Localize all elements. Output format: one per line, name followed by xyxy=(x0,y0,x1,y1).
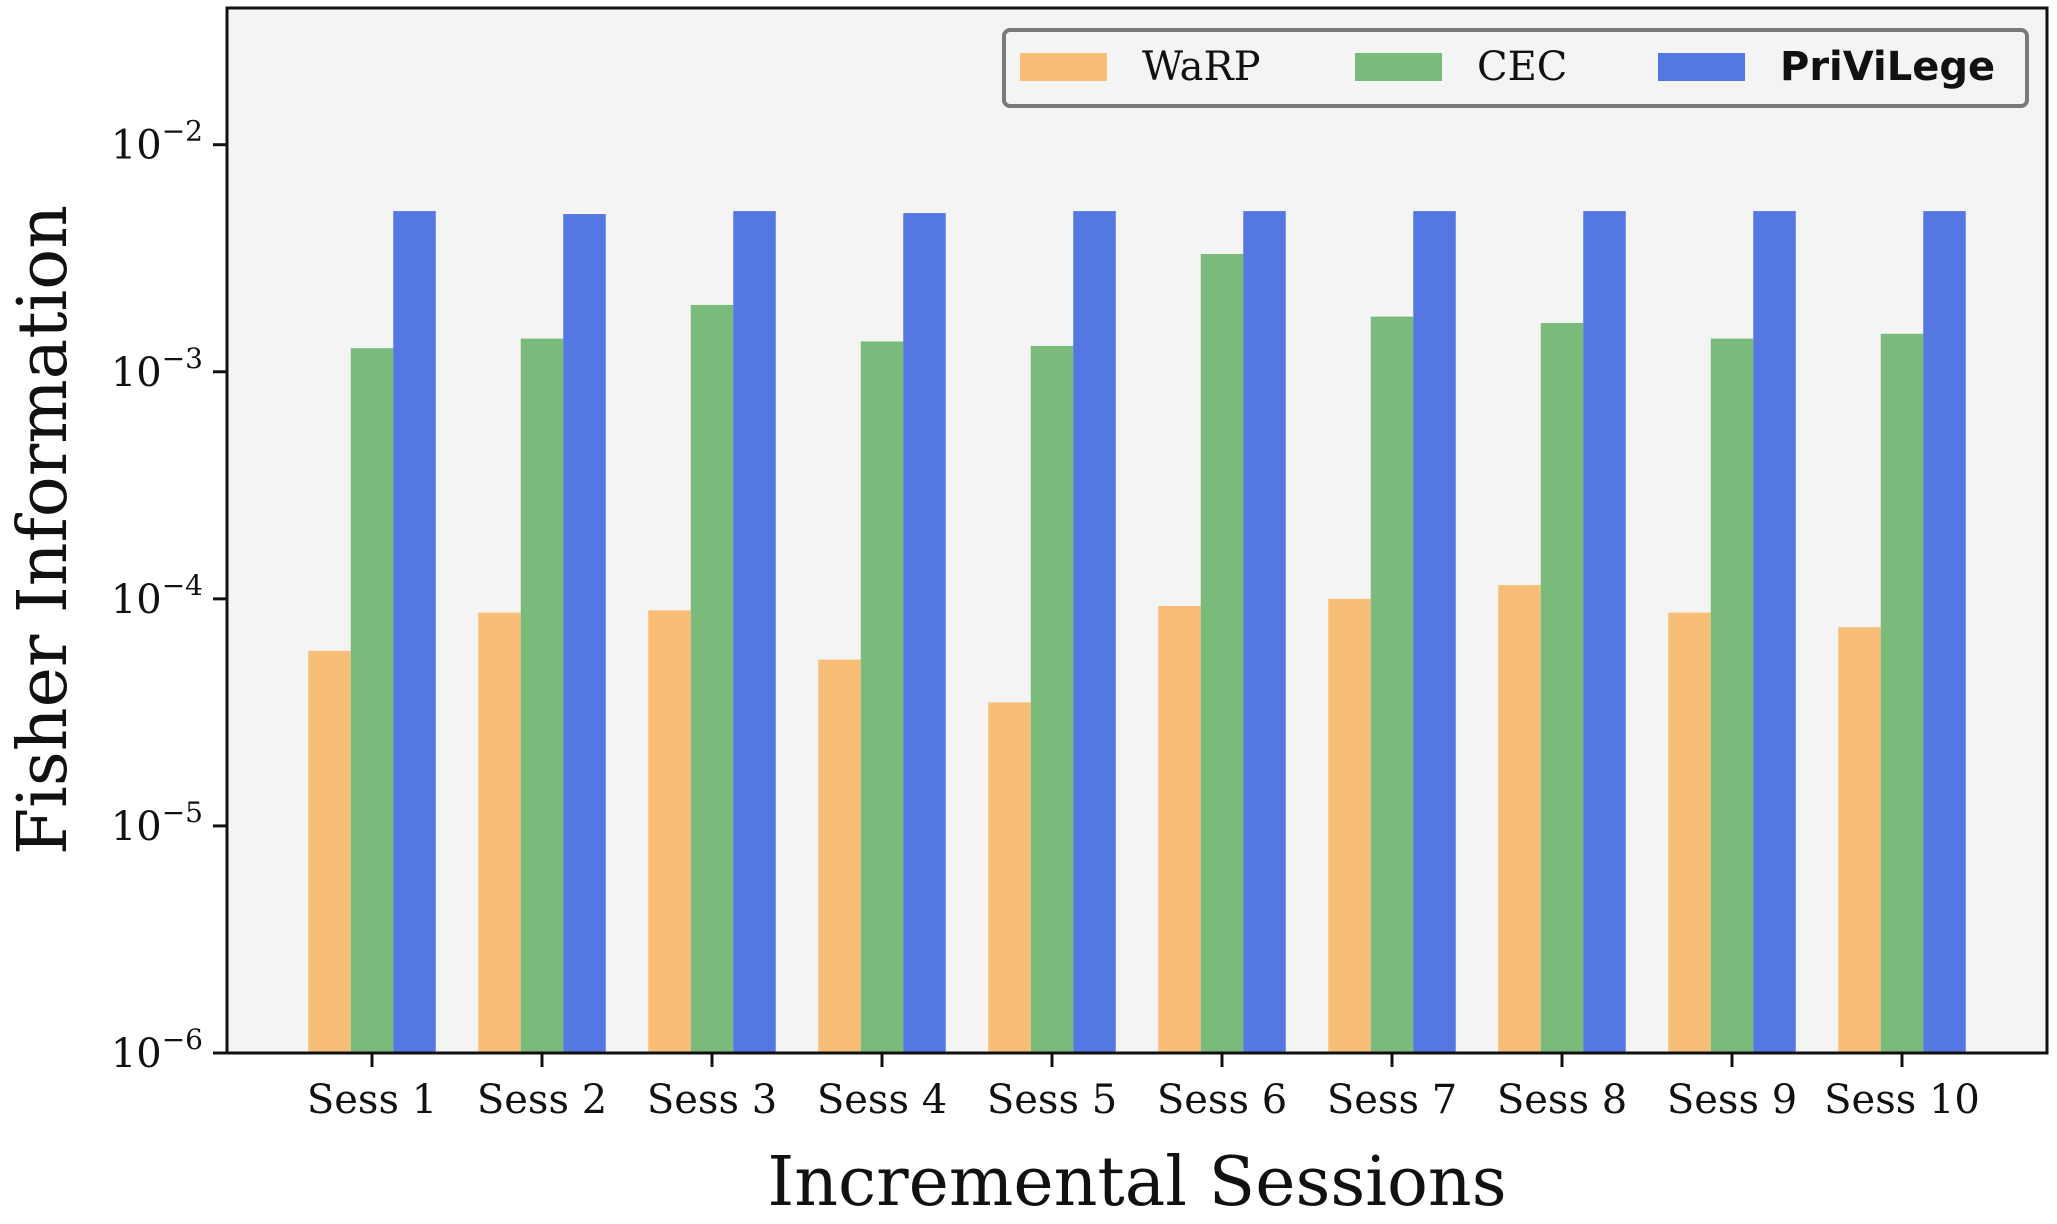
bar-privilege-1 xyxy=(393,211,436,1054)
bar-warp-6 xyxy=(1158,606,1201,1053)
legend-swatch-privilege xyxy=(1658,53,1745,81)
bar-privilege-9 xyxy=(1753,211,1796,1054)
y-axis: 10−6 10−5 10−4 10−3 10−2 xyxy=(111,115,227,1077)
legend-swatch-cec xyxy=(1355,53,1442,81)
bar-warp-7 xyxy=(1328,598,1371,1053)
bar-cec-6 xyxy=(1200,254,1244,1054)
bar-warp-10 xyxy=(1838,627,1881,1053)
legend-label-warp: WaRP xyxy=(1142,44,1261,90)
bar-privilege-5 xyxy=(1073,211,1116,1054)
bars xyxy=(308,211,1966,1054)
bar-privilege-7 xyxy=(1413,211,1456,1054)
bar-privilege-8 xyxy=(1583,211,1626,1054)
bar-warp-3 xyxy=(648,610,691,1053)
bar-warp-1 xyxy=(308,650,351,1053)
legend-swatch-warp xyxy=(1020,53,1107,81)
bar-cec-5 xyxy=(1030,345,1074,1053)
legend-box xyxy=(1002,28,2029,108)
bar-cec-10 xyxy=(1880,333,1924,1053)
x-tick-label: Sess 4 xyxy=(817,1077,947,1123)
x-tick-label: Sess 8 xyxy=(1497,1077,1627,1123)
x-tick-label: Sess 5 xyxy=(987,1077,1117,1123)
bar-warp-2 xyxy=(478,612,521,1053)
bar-privilege-3 xyxy=(733,211,776,1054)
bar-privilege-2 xyxy=(563,214,606,1053)
bar-privilege-4 xyxy=(903,213,946,1053)
x-axis: Sess 1 Sess 2 Sess 3 Sess 4 Sess 5 Sess 6 Sess… xyxy=(307,1053,1980,1123)
bar-warp-4 xyxy=(818,659,861,1053)
y-tick-label: 10−2 xyxy=(111,115,203,169)
x-axis-title: Incremental Sessions xyxy=(767,1143,1506,1222)
legend-label-privilege: PriViLege xyxy=(1780,44,1995,90)
x-tick-label: Sess 2 xyxy=(477,1077,607,1123)
bar-cec-7 xyxy=(1370,316,1414,1054)
x-tick-label: Sess 7 xyxy=(1327,1077,1457,1123)
y-tick-label: 10−4 xyxy=(111,569,203,623)
plot-frame xyxy=(225,6,2049,1055)
legend-label-cec: CEC xyxy=(1477,44,1567,90)
x-tick-label: Sess 10 xyxy=(1824,1077,1980,1123)
y-tick-label: 10−5 xyxy=(111,796,203,850)
x-tick-label: Sess 1 xyxy=(307,1077,437,1123)
bar-warp-9 xyxy=(1668,612,1711,1053)
bar-cec-8 xyxy=(1540,323,1584,1053)
bar-cec-2 xyxy=(520,338,564,1054)
y-axis-title: Fisher Information xyxy=(4,205,83,855)
legend: WaRP CEC PriViLege xyxy=(1002,28,2029,108)
y-tick-label: 10−3 xyxy=(111,342,203,396)
bar-warp-5 xyxy=(988,702,1031,1053)
x-tick-label: Sess 6 xyxy=(1157,1077,1287,1123)
bar-cec-3 xyxy=(690,304,734,1053)
bar-privilege-10 xyxy=(1923,211,1966,1054)
bar-cec-4 xyxy=(860,341,904,1054)
bar-cec-1 xyxy=(350,348,394,1054)
bar-warp-8 xyxy=(1498,585,1541,1053)
bar-privilege-6 xyxy=(1243,211,1286,1054)
y-tick-label: 10−6 xyxy=(111,1023,203,1077)
bar-cec-9 xyxy=(1710,338,1754,1054)
x-tick-label: Sess 3 xyxy=(647,1077,777,1123)
x-tick-label: Sess 9 xyxy=(1667,1077,1797,1123)
